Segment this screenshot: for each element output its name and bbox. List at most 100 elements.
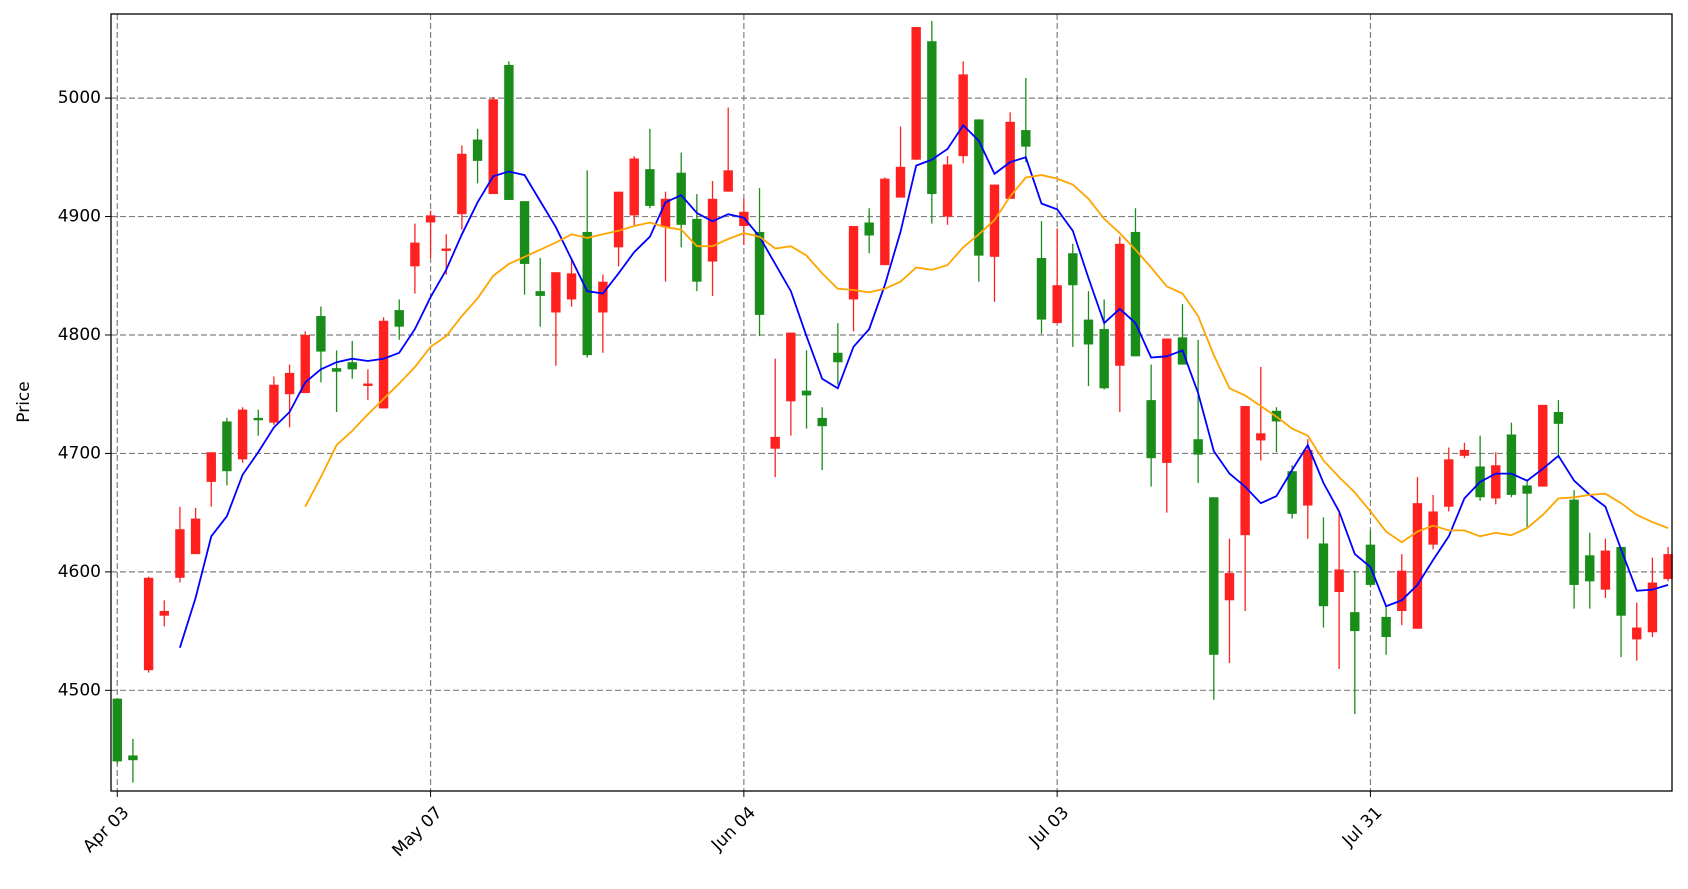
candle-body	[1381, 616, 1391, 638]
candle-body	[676, 172, 686, 225]
candle-body	[707, 198, 718, 262]
candle-body	[441, 248, 451, 251]
candle-body	[1240, 406, 1250, 536]
candle-body	[1162, 338, 1172, 463]
candle-body	[1224, 573, 1235, 601]
candle-body	[488, 99, 498, 195]
candle-body	[472, 139, 483, 161]
candle-body	[1005, 121, 1015, 199]
candle-body	[1428, 511, 1438, 545]
candle-body	[1616, 547, 1626, 616]
candle-body	[1663, 554, 1673, 579]
x-tick-label: Apr 03	[79, 803, 133, 857]
candle-body	[1397, 570, 1407, 611]
y-tick-label: 4700	[58, 443, 101, 463]
candle-body	[613, 191, 624, 248]
candle-body	[1553, 411, 1564, 424]
candle-body	[754, 231, 765, 315]
y-tick-label: 4800	[58, 325, 101, 345]
candle-body	[378, 320, 389, 409]
candle-body	[300, 334, 310, 394]
plot-frame	[110, 13, 1673, 792]
y-tick-label: 4600	[58, 562, 101, 582]
candle-body	[1099, 329, 1109, 389]
candle-body	[535, 291, 545, 296]
candle-body	[347, 362, 357, 370]
candle-body	[1256, 433, 1266, 441]
candle-body	[1036, 257, 1047, 320]
candle-body	[723, 170, 733, 192]
moving-average-line	[304, 174, 1669, 544]
candle-body	[128, 755, 138, 761]
candle-body	[958, 74, 968, 157]
candle-body	[551, 272, 561, 313]
candle-body	[848, 226, 859, 300]
candle-body	[660, 198, 671, 228]
candle-body	[284, 372, 295, 395]
candle-body	[974, 119, 984, 256]
candle-body	[1318, 543, 1329, 607]
y-tick-label: 4900	[58, 207, 101, 227]
candle-body	[222, 421, 232, 472]
candle-body	[504, 64, 514, 200]
candle-body	[316, 316, 326, 352]
candle-body	[1491, 465, 1501, 499]
candle-body	[911, 27, 921, 160]
x-tick-label: Jul 03	[1025, 803, 1073, 851]
candle-body	[1412, 503, 1423, 629]
candle-body	[237, 409, 248, 460]
x-tick-label: May 07	[388, 803, 446, 861]
candle-body	[880, 178, 890, 266]
candle-body	[331, 368, 342, 372]
candle-body	[1350, 612, 1360, 632]
candle-body	[1146, 400, 1156, 459]
candle-body	[175, 529, 185, 578]
candle-body	[864, 222, 874, 236]
candle-body	[582, 231, 592, 356]
candle-body	[206, 452, 216, 482]
candle-body	[1600, 550, 1611, 590]
candle-body	[566, 273, 577, 300]
candle-body	[598, 281, 608, 313]
candle-body	[1632, 627, 1642, 640]
candle-body	[1365, 544, 1376, 585]
candle-body	[645, 169, 655, 206]
candle-body	[1052, 285, 1062, 324]
candle-body	[770, 436, 780, 449]
candle-body	[1459, 449, 1470, 456]
candle-body	[801, 390, 812, 396]
y-axis-label: Price	[14, 381, 34, 422]
candle-body	[629, 158, 639, 216]
y-tick-label: 4500	[58, 680, 101, 700]
candle-body	[425, 215, 436, 223]
candle-body	[190, 518, 201, 555]
candle-body	[1115, 243, 1125, 366]
candle-body	[1444, 459, 1454, 507]
candle-body	[1585, 555, 1595, 582]
x-tick-label: Jun 04	[707, 803, 760, 856]
candle-body	[159, 610, 169, 616]
candle-body	[833, 352, 843, 363]
candle-body	[1021, 130, 1031, 147]
candle-body	[1130, 231, 1141, 357]
candle-body	[1569, 499, 1579, 585]
candle-body	[269, 384, 279, 423]
candle-body	[1506, 434, 1517, 495]
candle-body	[692, 218, 702, 282]
y-tick-label: 5000	[58, 88, 101, 108]
moving-average-line	[179, 123, 1669, 648]
candle-body	[1068, 253, 1078, 286]
candle-body	[253, 417, 263, 421]
candle-body	[1522, 485, 1532, 494]
candle-body	[143, 577, 154, 671]
candle-body	[1193, 439, 1203, 455]
candle-body	[895, 166, 906, 198]
candle-body	[1303, 449, 1313, 506]
candle-body	[1287, 471, 1297, 514]
candle-body	[817, 417, 827, 427]
x-tick-label: Jul 31	[1338, 803, 1386, 851]
candle-body	[1209, 497, 1219, 655]
candle-body	[363, 383, 373, 386]
candle-body	[1647, 582, 1658, 633]
